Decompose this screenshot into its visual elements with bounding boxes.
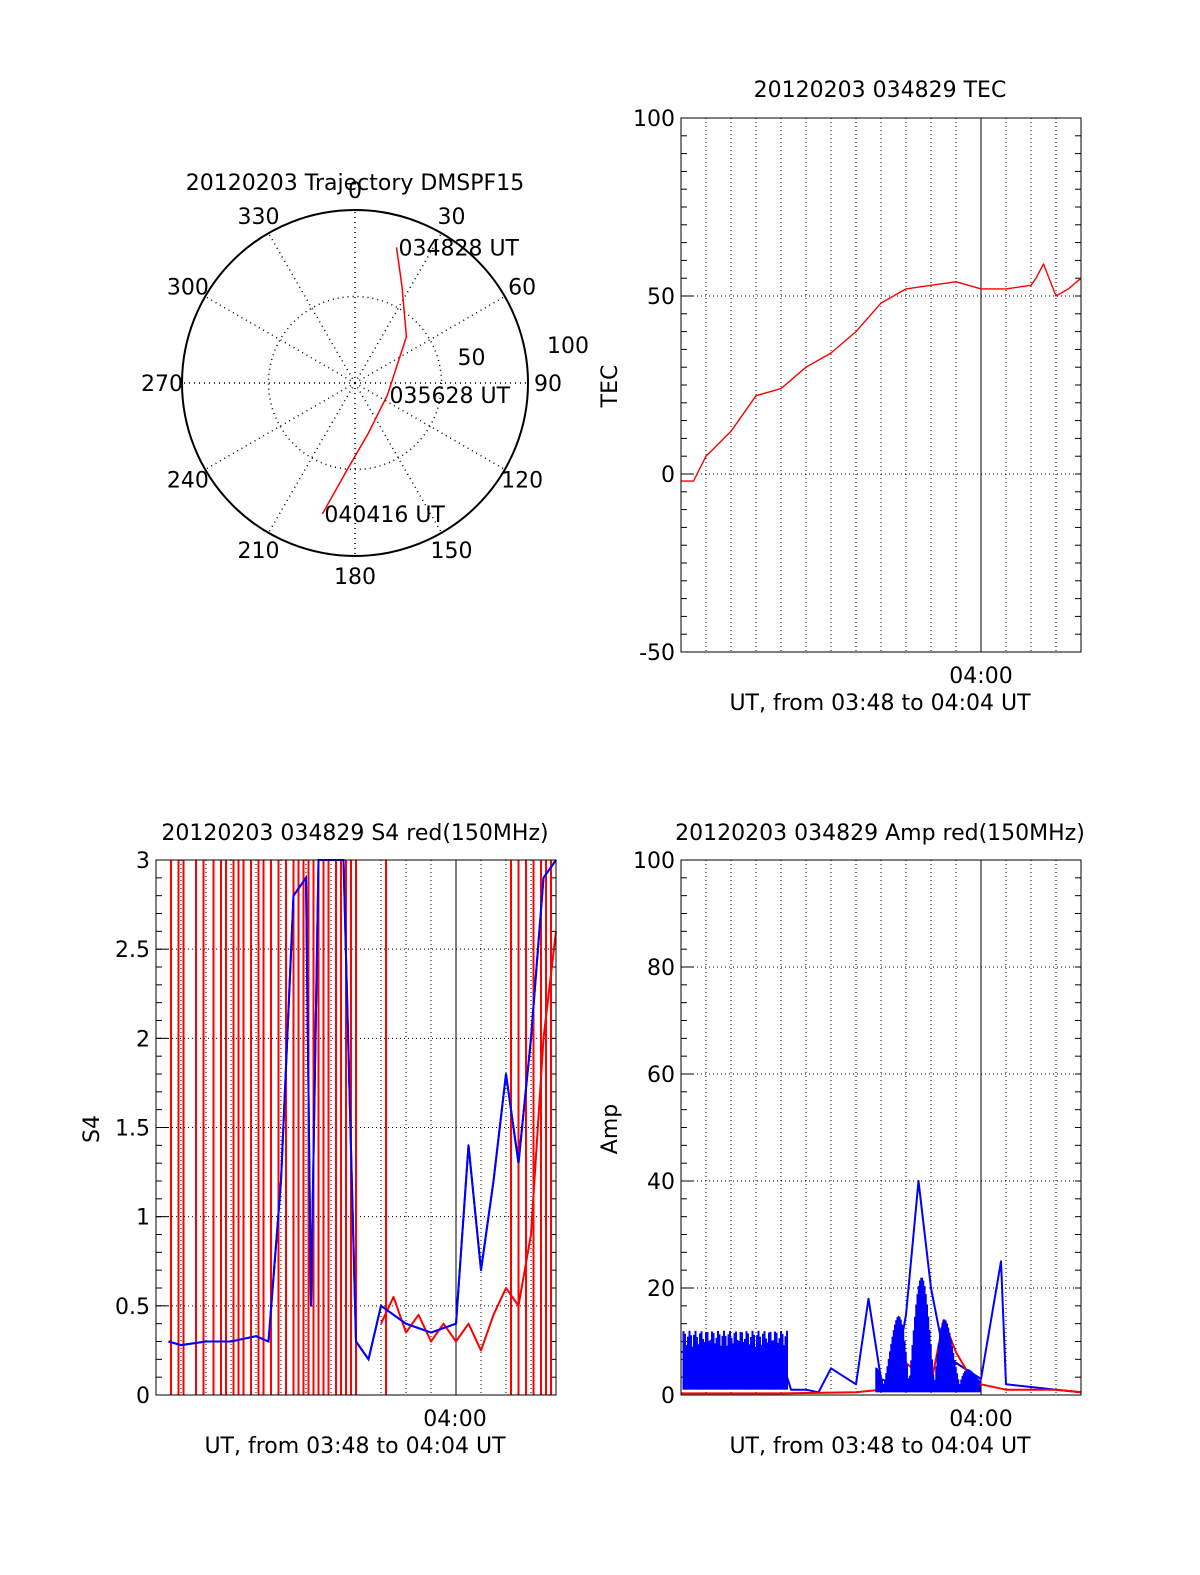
s4-y-tick-label: 1	[136, 1206, 150, 1231]
amp-x-label: UT, from 03:48 to 04:04 UT	[729, 1434, 1031, 1459]
tec-y-tick-label: 100	[633, 107, 675, 132]
polar-angle-label: 30	[438, 205, 466, 230]
tec-grid	[681, 118, 1081, 652]
polar-angle-label: 150	[431, 539, 473, 564]
polar-labels: 0 30 60 90 120 150 180 210 240 270 300 330 50 100	[141, 179, 589, 590]
polar-spoke	[204, 382, 356, 471]
trajectory-time-label: 034828 UT	[398, 236, 519, 261]
polar-angle-label: 90	[534, 372, 562, 397]
trajectory-title: 20120203 Trajectory DMSPF15	[186, 171, 524, 196]
s4-y-tick-label: 1.5	[115, 1117, 150, 1142]
s4-y-label: S4	[80, 1115, 105, 1143]
polar-angle-label: 60	[508, 276, 536, 301]
amp-ticks: 0 20 40 60 80 100	[633, 849, 1081, 1409]
trajectory-time-label: 040416 UT	[324, 503, 445, 528]
tec-ticks: -50 0 50 100	[633, 107, 1081, 666]
tec-y-label: TEC	[598, 365, 623, 409]
tec-y-tick-label: 0	[661, 463, 675, 488]
tec-title: 20120203 034829 TEC	[754, 78, 1007, 103]
polar-angle-label: 120	[501, 469, 543, 494]
polar-angle-label: 240	[167, 469, 209, 494]
polar-outer-circle	[181, 209, 529, 557]
amp-y-tick-label: 60	[647, 1063, 675, 1088]
tec-x-tick-label: 04:00	[949, 664, 1012, 689]
amp-noise	[682, 1277, 981, 1393]
amp-y-tick-label: 100	[633, 849, 675, 874]
polar-radius-label: 50	[458, 346, 486, 371]
trajectory-panel: 20120203 Trajectory DMSPF15 0 30 60 90 120 15…	[141, 171, 589, 590]
polar-spoke	[204, 295, 356, 384]
tec-y-tick-label: 50	[647, 285, 675, 310]
s4-series-1	[380, 931, 557, 1352]
tec-frame	[680, 117, 1082, 653]
polar-radius-label: 100	[547, 334, 589, 359]
s4-panel: 20120203 034829 S4 red(150MHz) UT, from …	[80, 821, 557, 1459]
amp-series-1	[681, 1319, 1082, 1395]
amp-y-tick-label: 80	[647, 956, 675, 981]
trajectory-annotations: 034828 UT 035628 UT 040416 UT	[324, 236, 519, 528]
polar-angle-label: 300	[167, 276, 209, 301]
amp-title: 20120203 034829 Amp red(150MHz)	[675, 821, 1085, 846]
polar-angle-label: 210	[238, 539, 280, 564]
polar-angle-label: 270	[141, 372, 183, 397]
amp-frame	[680, 859, 1082, 1396]
s4-ticks: 0 0.5 1 1.5 2 2.5 3	[115, 849, 556, 1409]
s4-x-label: UT, from 03:48 to 04:04 UT	[204, 1434, 506, 1459]
s4-blue-overlay	[168, 859, 557, 1362]
polar-spoke	[267, 232, 356, 384]
trajectory-series	[321, 247, 408, 515]
s4-x-tick-label: 04:00	[423, 1407, 486, 1432]
tec-series-0	[681, 263, 1082, 482]
s4-y-tick-label: 0.5	[115, 1295, 150, 1320]
amp-panel: 20120203 034829 Amp red(150MHz) UT, from…	[598, 821, 1085, 1459]
polar-grid	[181, 209, 529, 557]
tec-y-tick-label: -50	[639, 641, 675, 666]
tec-panel: 20120203 034829 TEC UT, from 03:48 to 04…	[598, 78, 1082, 716]
amp-y-tick-label: 20	[647, 1277, 675, 1302]
polar-inner-circle	[267, 295, 443, 471]
polar-angle-label: 330	[238, 205, 280, 230]
trajectory-line-0	[321, 247, 408, 515]
s4-title: 20120203 034829 S4 red(150MHz)	[161, 821, 548, 846]
amp-grid	[681, 860, 1081, 1395]
s4-y-tick-label: 3	[136, 849, 150, 874]
polar-angle-label: 0	[348, 179, 362, 204]
polar-angle-label: 180	[334, 565, 376, 590]
amp-y-label: Amp	[598, 1104, 623, 1154]
tec-x-label: UT, from 03:48 to 04:04 UT	[729, 691, 1031, 716]
amp-x-tick-label: 04:00	[949, 1407, 1012, 1432]
s4-y-tick-label: 0	[136, 1384, 150, 1409]
s4-y-tick-label: 2	[136, 1027, 150, 1052]
s4-frame	[155, 859, 557, 1396]
amp-y-tick-label: 40	[647, 1170, 675, 1195]
amp-y-tick-label: 0	[661, 1384, 675, 1409]
s4-y-tick-label: 2.5	[115, 938, 150, 963]
trajectory-time-label: 035628 UT	[390, 384, 511, 409]
